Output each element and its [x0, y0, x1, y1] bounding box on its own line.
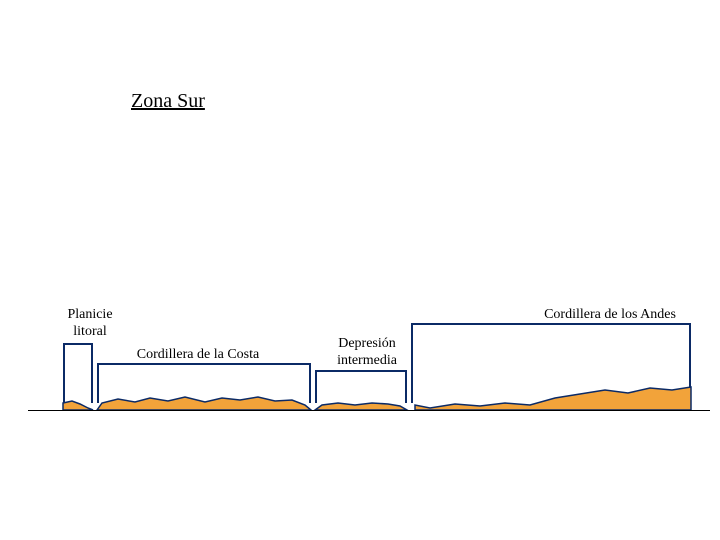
label-planicie: Planicielitoral [60, 307, 120, 341]
label-costa: Cordillera de la Costa [108, 347, 288, 364]
ground-baseline [28, 410, 710, 411]
terrain-cross-section [0, 370, 720, 415]
terrain-costa [97, 397, 311, 410]
terrain-planicie [63, 401, 93, 410]
label-depresion: Depresiónintermedia [322, 336, 412, 370]
terrain-andes [415, 387, 691, 410]
diagram-title: Zona Sur [131, 90, 205, 113]
terrain-depresion [315, 403, 407, 410]
label-andes: Cordillera de los Andes [520, 307, 700, 324]
